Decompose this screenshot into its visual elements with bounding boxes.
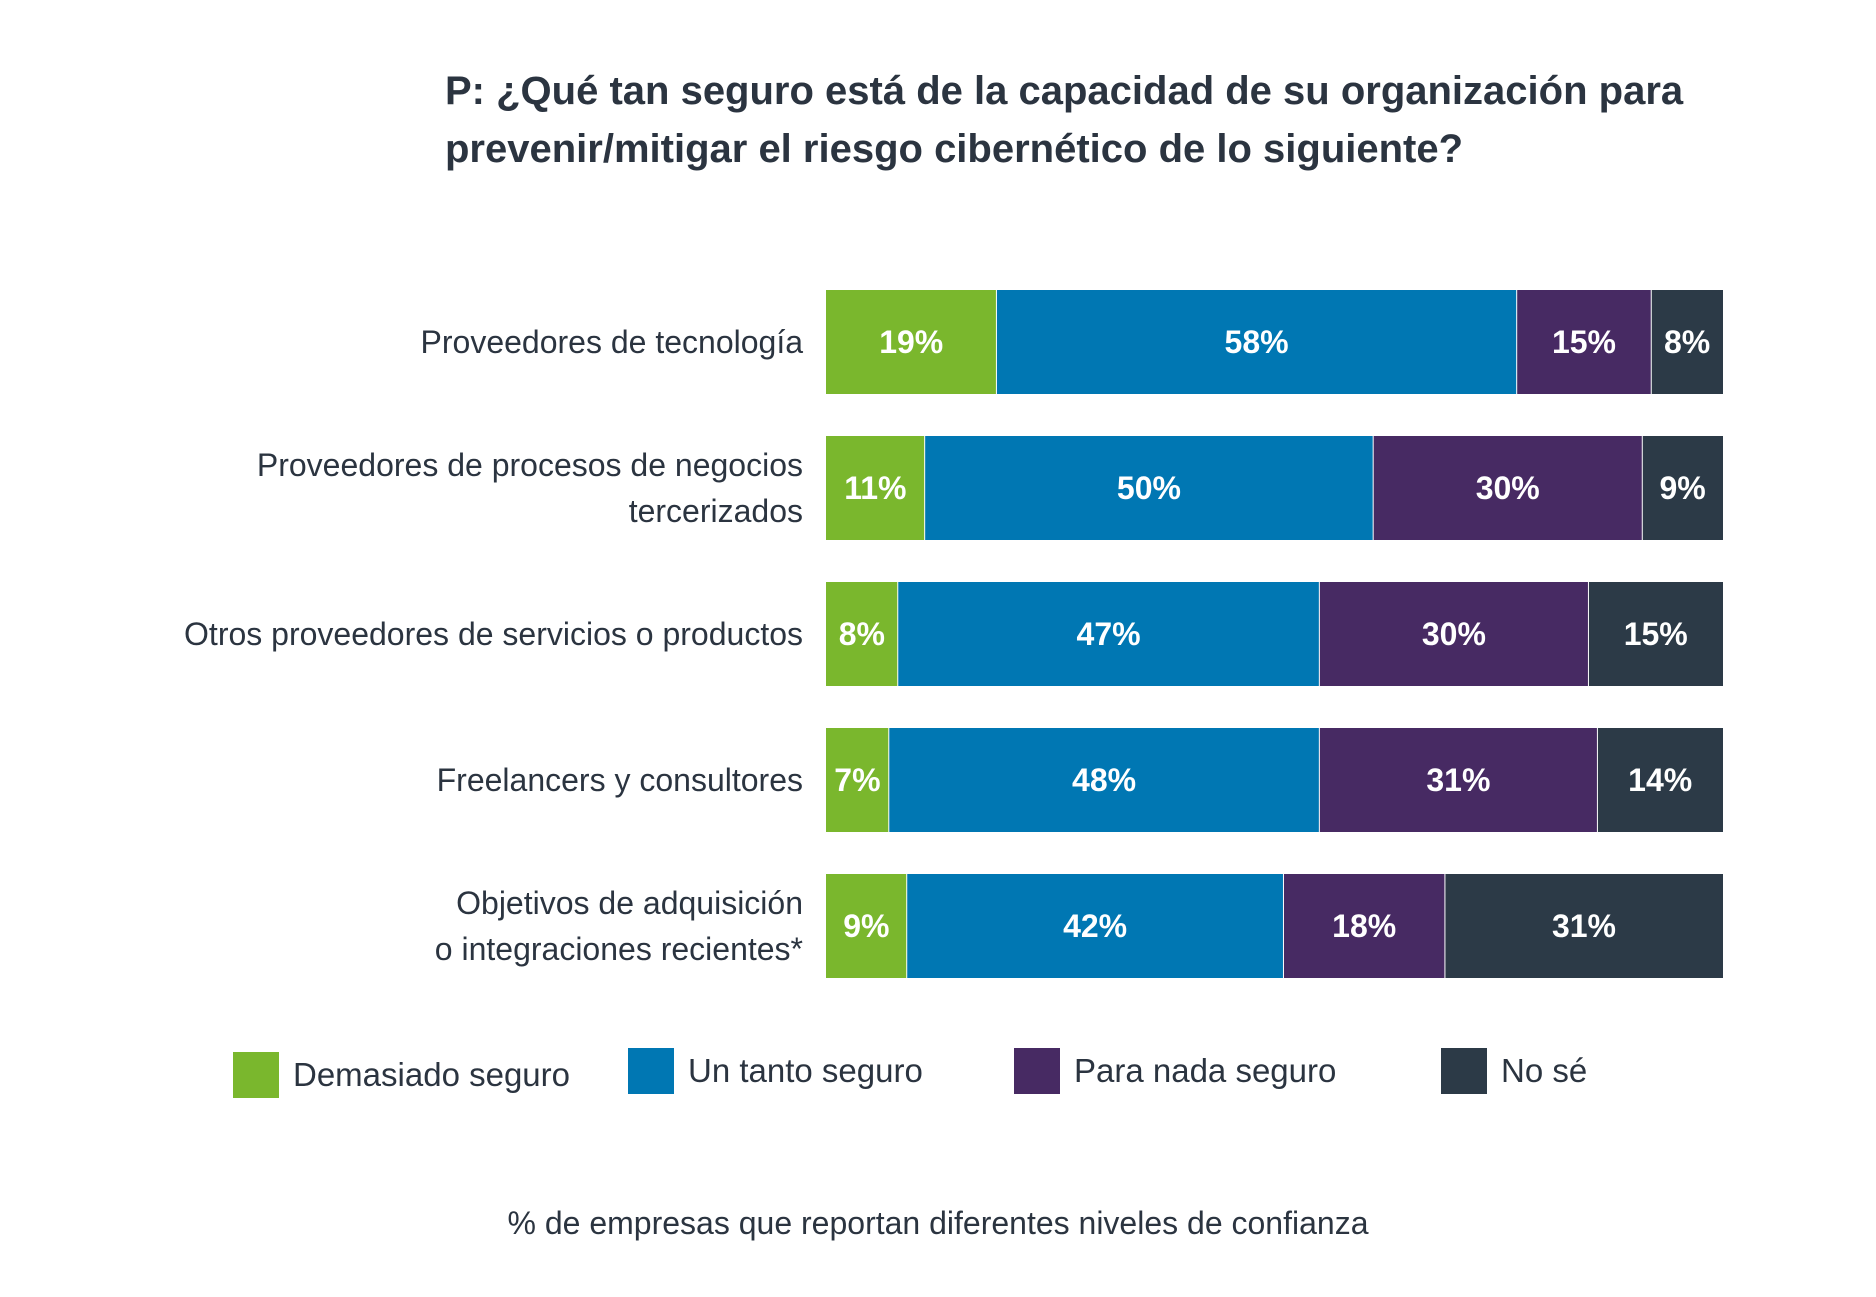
legend-swatch-para-nada-seguro [1014,1048,1060,1094]
data-label: 48% [1072,762,1136,798]
bar-segment [906,874,1284,978]
legend: Demasiado seguro Un tanto seguro Para na… [0,1048,1876,1098]
data-label: 58% [1225,324,1289,360]
bar-segment [1319,582,1589,686]
data-label: 7% [834,762,880,798]
category-label: tercerizados [629,493,803,529]
bar-segment [1597,728,1723,832]
bar-segment [1283,874,1445,978]
bar-segment [1651,290,1723,394]
data-label: 31% [1552,908,1616,944]
data-label: 47% [1077,616,1141,652]
data-label: 15% [1552,324,1616,360]
chart-title: P: ¿Qué tan seguro está de la capacidad … [445,69,1684,171]
bar-segment [826,436,925,540]
category-label: Freelancers y consultores [437,762,803,798]
data-label: 14% [1628,762,1692,798]
legend-label: Para nada seguro [1074,1052,1337,1089]
legend-swatch-un-tanto-seguro [628,1048,674,1094]
bar-segment [1642,436,1723,540]
bar-segment [826,582,898,686]
legend-swatch-no-se [1441,1048,1487,1094]
legend-item-demasiado-seguro: Demasiado seguro [233,1052,570,1098]
bar-segment [1319,728,1598,832]
data-label: 9% [1660,470,1706,506]
legend-item-no-se: No sé [1441,1048,1587,1094]
data-label: 11% [844,470,906,506]
data-label: 30% [1476,470,1540,506]
legend-item-un-tanto-seguro: Un tanto seguro [628,1048,923,1094]
data-label: 31% [1426,762,1490,798]
data-label: 8% [1664,324,1710,360]
category-label: o integraciones recientes* [435,931,803,967]
footnote: % de empresas que reportan diferentes ni… [507,1205,1369,1241]
category-label: Otros proveedores de servicios o product… [184,616,803,652]
legend-label: Demasiado seguro [293,1056,570,1093]
legend-label: Un tanto seguro [688,1052,923,1089]
bar-segment [897,582,1320,686]
bar-segment [826,874,907,978]
data-label: 30% [1422,616,1486,652]
category-label: Objetivos de adquisición [456,885,803,921]
bar-segment [888,728,1320,832]
bar-segment [924,436,1374,540]
legend-swatch-demasiado-seguro [233,1052,279,1098]
bar-segment [1588,582,1723,686]
category-label: Proveedores de procesos de negocios [257,447,803,483]
bar-segment [996,290,1517,394]
bar-segment [826,728,889,832]
bar-segment [1516,290,1652,394]
data-label: 8% [839,616,885,652]
data-label: 19% [879,324,943,360]
category-label: Proveedores de tecnología [421,324,804,360]
legend-item-para-nada-seguro: Para nada seguro [1014,1048,1336,1094]
legend-label: No sé [1501,1052,1588,1089]
data-label: 50% [1117,470,1181,506]
data-label: 9% [843,908,889,944]
data-label: 18% [1332,908,1396,944]
bar-segment [1444,874,1723,978]
bar-segment [826,290,997,394]
data-label: 15% [1624,616,1688,652]
data-label: 42% [1063,908,1127,944]
bar-segment [1373,436,1643,540]
